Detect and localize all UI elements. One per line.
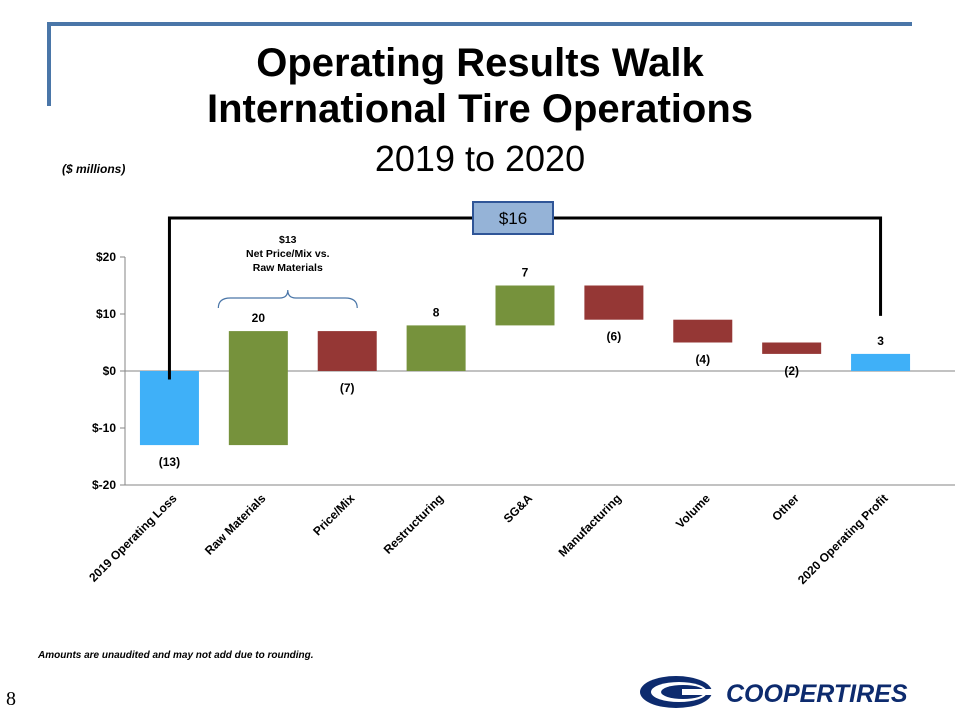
y-tick-label: $0	[103, 364, 117, 378]
slide-title-line1: Operating Results Walk	[256, 41, 704, 85]
bar-value-label: (2)	[784, 364, 799, 378]
slide-subtitle: 2019 to 2020	[374, 138, 586, 179]
total-change-callout	[472, 201, 554, 235]
y-tick-label: $10	[96, 307, 116, 321]
cooper-swoosh-icon	[640, 676, 716, 708]
total-change-value: $16	[499, 209, 527, 228]
x-category-label: Other	[769, 491, 802, 524]
y-tick-label: $-20	[92, 478, 116, 492]
bar-value-label: 7	[522, 266, 529, 280]
waterfall-bar	[584, 285, 644, 320]
frame-top-line	[48, 22, 912, 26]
logo-wordmark: COOPERTIRES	[726, 680, 908, 708]
frame-left-line	[47, 22, 51, 106]
bar-value-label: 20	[252, 311, 266, 325]
y-tick-label: $-10	[92, 421, 116, 435]
bar-value-label: (6)	[607, 330, 622, 344]
y-tick-label: $20	[96, 250, 116, 264]
bar-value-label: (4)	[695, 353, 710, 367]
waterfall-bar	[673, 319, 733, 343]
bar-value-label: (7)	[340, 381, 355, 395]
waterfall-bar	[139, 371, 199, 446]
footnote: Amounts are unaudited and may not add du…	[38, 650, 314, 661]
page-number: 8	[6, 688, 16, 710]
x-category-label: Restructuring	[381, 491, 447, 557]
waterfall-chart: $20 $10 $0 $-10 $-20 (13) 2019 Operating Loss 2…	[86, 201, 955, 587]
x-category-label: Volume	[673, 491, 713, 531]
bracket-note-line: Raw Materials	[253, 262, 323, 274]
units-label: ($ millions)	[62, 162, 126, 176]
x-category-label: SG&A	[501, 491, 536, 526]
slide-title-line2: International Tire Operations	[206, 87, 754, 131]
waterfall-bar	[228, 331, 288, 446]
bar-value-label: 8	[433, 305, 440, 319]
x-category-label: Raw Materials	[202, 491, 269, 558]
curly-brace	[217, 289, 358, 309]
x-category-label: 2020 Operating Profit	[795, 491, 891, 587]
bracket-note-line: $13	[279, 234, 297, 246]
waterfall-bar	[317, 331, 377, 371]
bracket-note-line: Net Price/Mix vs.	[246, 248, 330, 260]
waterfall-bar	[851, 353, 911, 371]
bar-value-label: 3	[877, 334, 884, 348]
bar-value-label: (13)	[159, 455, 180, 469]
x-category-label: Manufacturing	[556, 491, 624, 559]
waterfall-bar	[406, 325, 466, 371]
x-category-label: Price/Mix	[310, 491, 357, 538]
x-category-label: 2019 Operating Loss	[86, 491, 180, 585]
waterfall-bar	[495, 285, 555, 326]
coopertires-logo: COOPERTIRES	[640, 676, 908, 708]
waterfall-bar	[762, 342, 822, 354]
